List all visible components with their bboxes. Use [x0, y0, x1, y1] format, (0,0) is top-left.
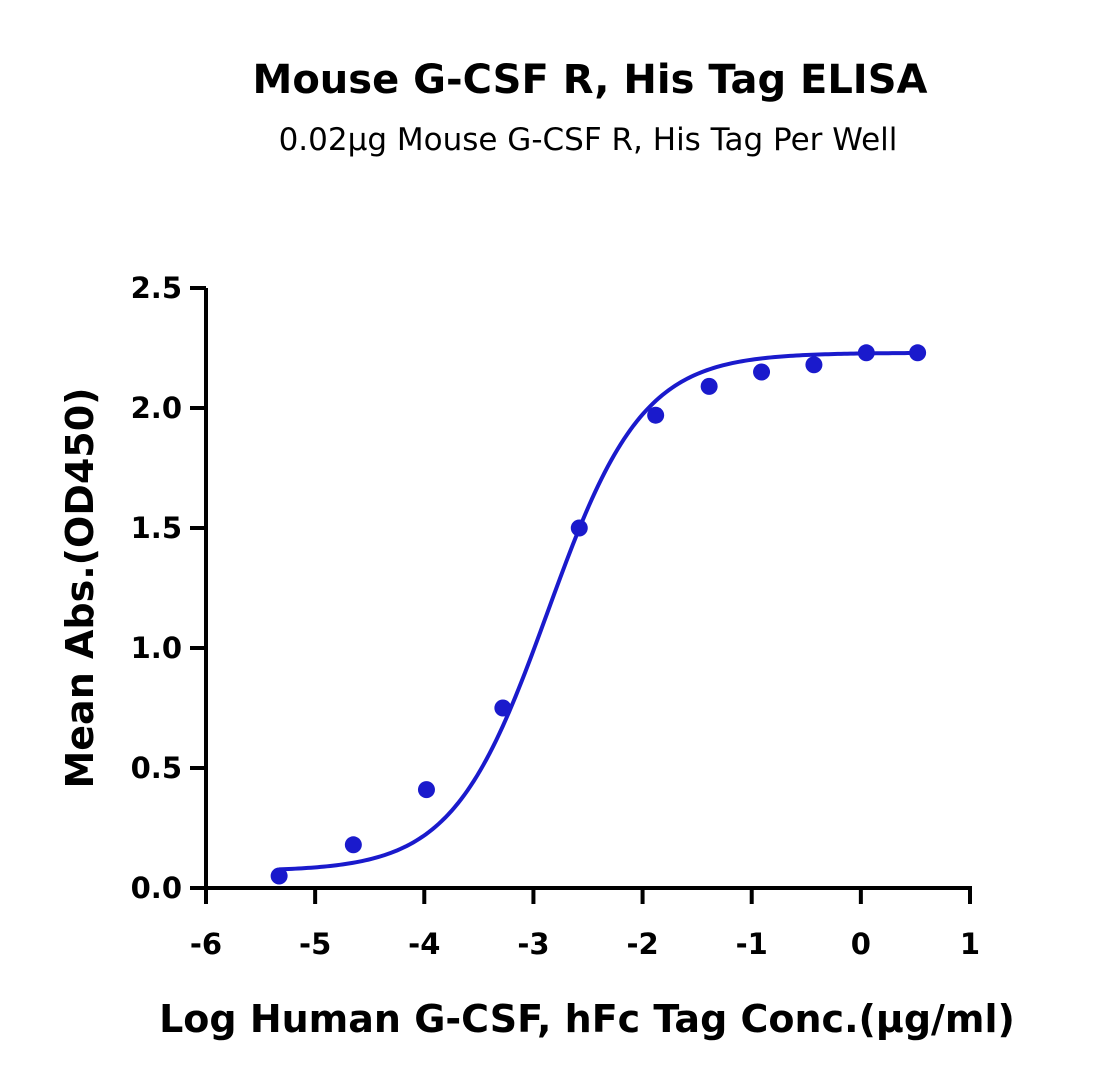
data-point: [753, 363, 771, 381]
y-tick-label: 2.5: [131, 271, 182, 305]
data-point: [700, 377, 718, 395]
x-axis-label: Log Human G-CSF, hFc Tag Conc.(µg/ml): [159, 997, 1015, 1041]
data-point: [270, 867, 288, 885]
x-tick-label: 0: [851, 927, 871, 961]
x-tick-label: -3: [517, 927, 549, 961]
x-tick-label: -2: [626, 927, 658, 961]
data-point: [417, 781, 435, 799]
y-tick-label: 1.0: [131, 631, 182, 665]
y-tick-label: 0.0: [131, 871, 182, 905]
chart-title: Mouse G-CSF R, His Tag ELISA: [253, 57, 928, 103]
x-tick-label: -6: [190, 927, 222, 961]
data-point: [909, 344, 927, 362]
axes: [204, 288, 972, 890]
data-points: [270, 344, 927, 885]
x-tick-label: -4: [408, 927, 440, 961]
y-tick-label: 1.5: [131, 511, 182, 545]
fit-curve: [279, 351, 918, 872]
data-point: [805, 356, 823, 374]
x-tick-label: -5: [299, 927, 331, 961]
y-axis-label: Mean Abs.(OD450): [58, 387, 102, 788]
data-point: [344, 836, 362, 854]
data-point: [857, 344, 875, 362]
x-tick-label: -1: [736, 927, 768, 961]
data-point: [570, 519, 588, 537]
y-tick-label: 0.5: [131, 751, 182, 785]
data-point: [647, 406, 665, 424]
y-tick-label: 2.0: [131, 391, 182, 425]
x-tick-label: 1: [960, 927, 980, 961]
x-ticks: -6 -5 -4 -3 -2 -1 0 1: [190, 888, 980, 961]
chart-subtitle: 0.02µg Mouse G-CSF R, His Tag Per Well: [279, 122, 898, 158]
data-point: [494, 699, 512, 717]
y-ticks: 0.0 0.5 1.0 1.5 2.0 2.5: [131, 271, 206, 905]
